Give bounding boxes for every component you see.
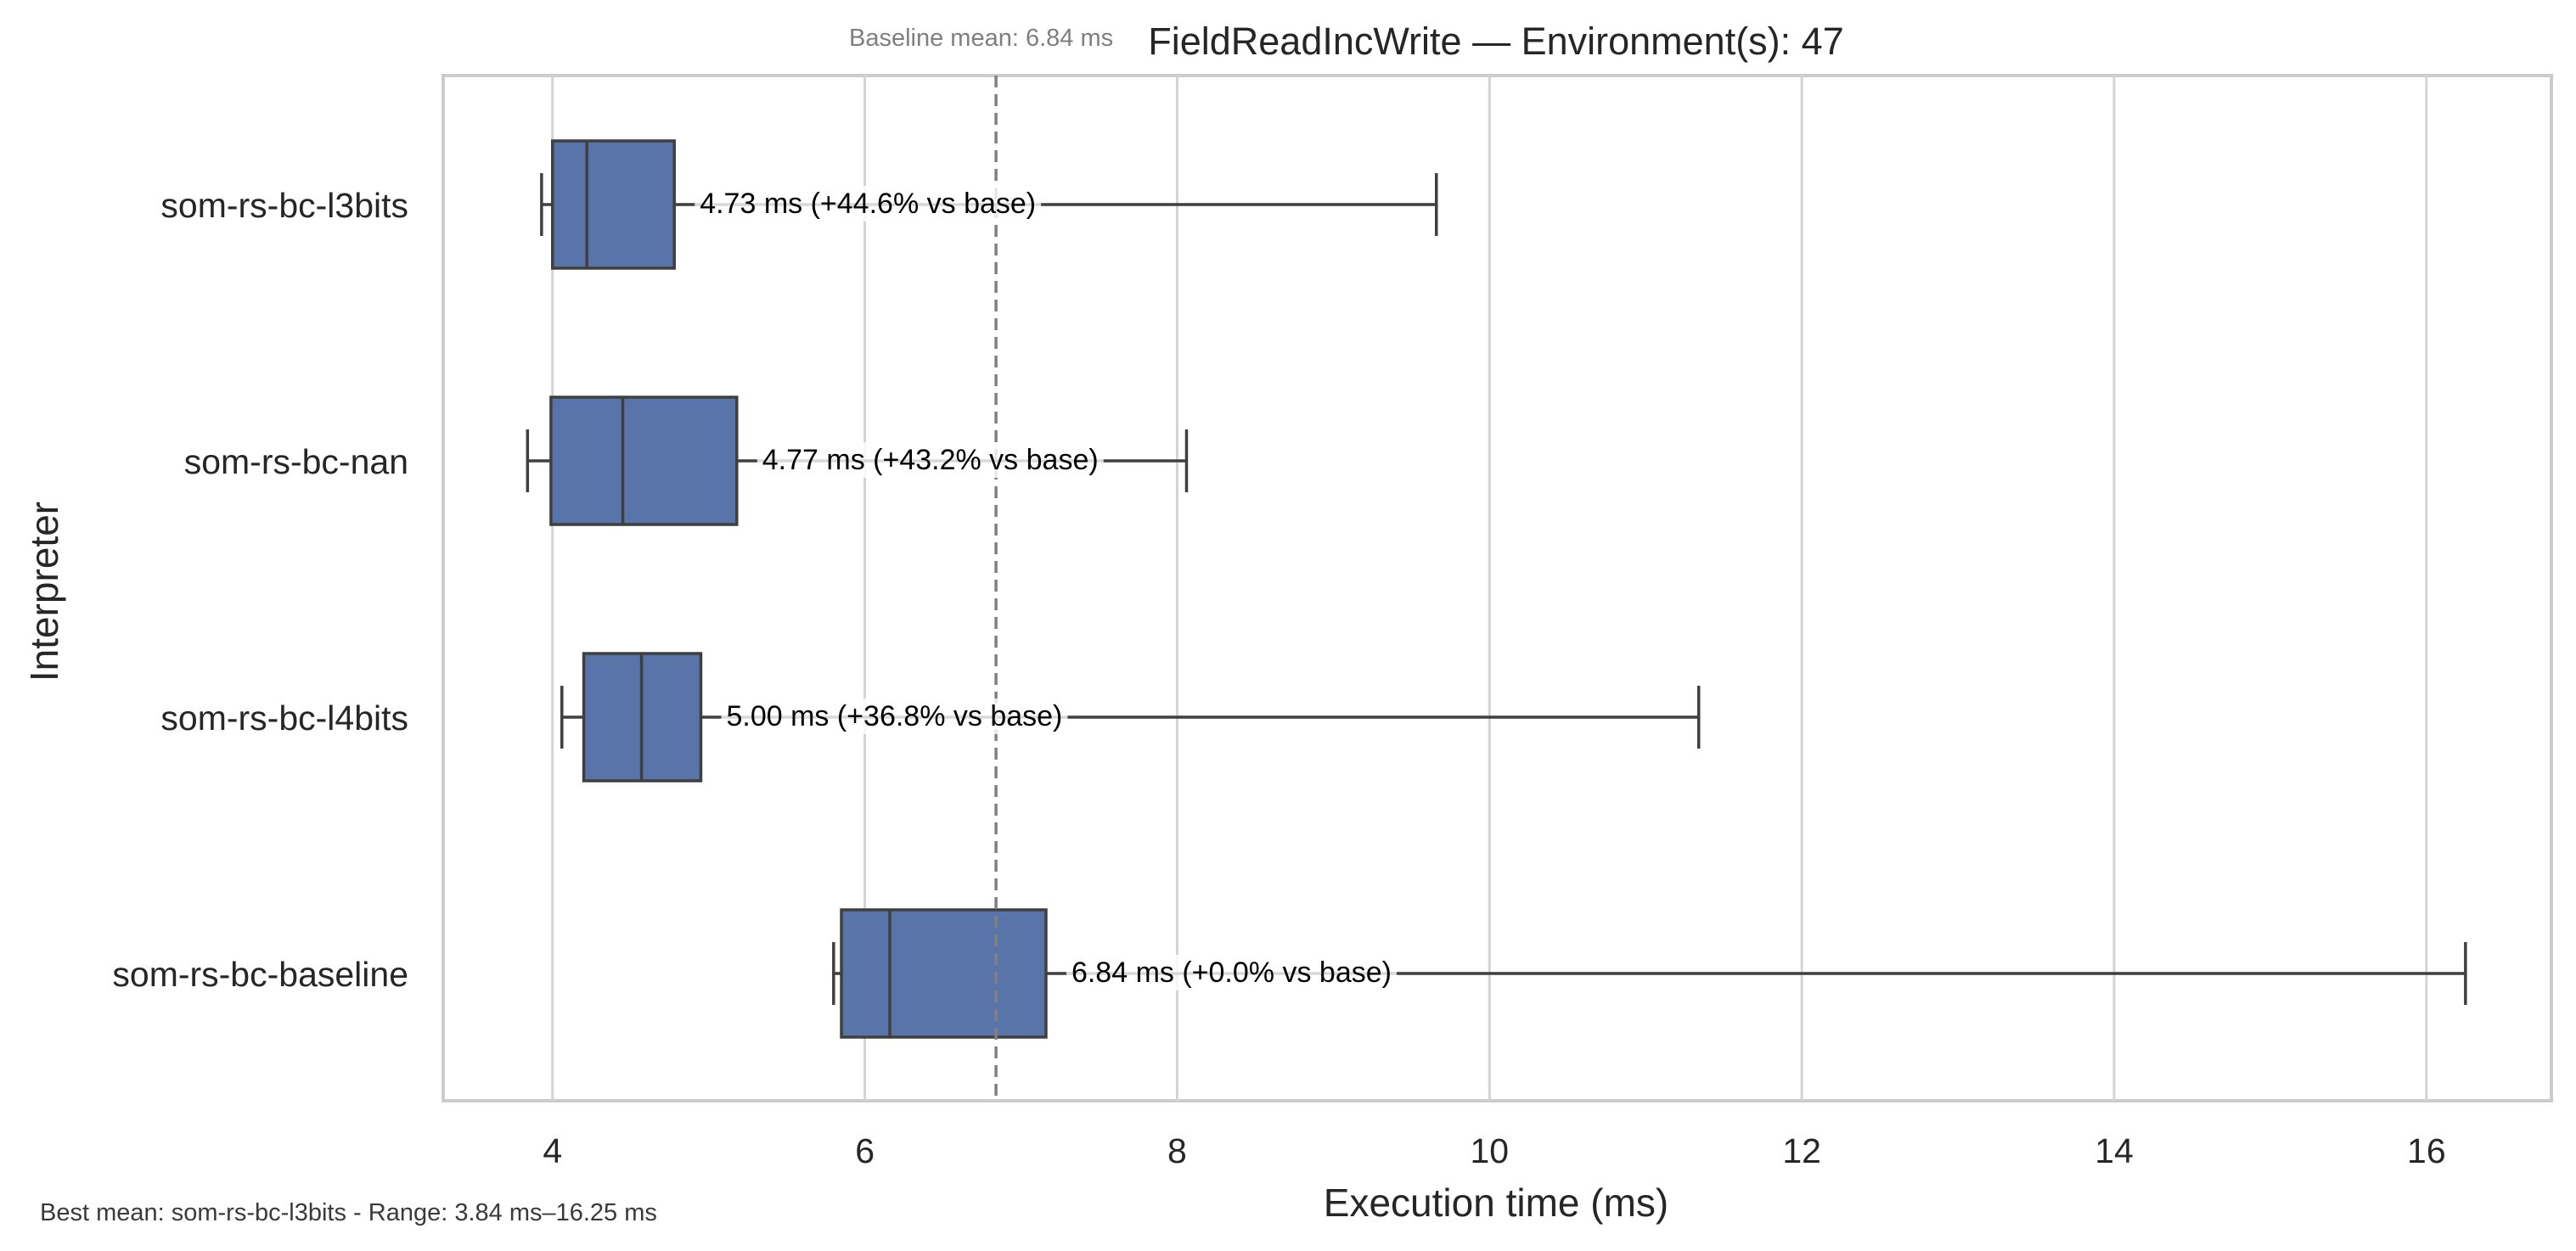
x-tick-label: 10 <box>1470 1131 1509 1170</box>
baseline-mean-note: Baseline mean: 6.84 ms <box>849 25 1113 52</box>
box-group <box>540 139 1438 270</box>
data-label: 4.73 ms (+44.6% vs base) <box>700 188 1036 220</box>
iqr-box <box>549 395 739 526</box>
x-tick-label: 4 <box>543 1131 562 1170</box>
category-label: som-rs-bc-l4bits <box>160 698 408 738</box>
iqr-box <box>840 908 1048 1039</box>
data-label-background <box>695 186 1042 222</box>
data-label-background <box>721 698 1068 734</box>
best-mean-footer: Best mean: som-rs-bc-l3bits - Range: 3.8… <box>40 1199 657 1226</box>
box-group <box>832 908 2467 1039</box>
iqr-box <box>550 139 676 270</box>
x-tick-label: 14 <box>2095 1131 2134 1170</box>
plot-area-frame <box>442 74 2553 1102</box>
data-label: 5.00 ms (+36.8% vs base) <box>726 700 1062 732</box>
data-label-group: 4.73 ms (+44.6% vs base) <box>695 186 1042 222</box>
tick-layer: 4 6 8 10 12 14 16 <box>543 1131 2445 1170</box>
data-label-background <box>1066 955 1397 990</box>
x-axis-title: Execution time (ms) <box>1324 1181 1668 1225</box>
x-tick-label: 8 <box>1167 1131 1187 1170</box>
chart-title: FieldReadIncWrite — Environment(s): 47 <box>1148 20 1843 63</box>
category-label: som-rs-bc-baseline <box>112 955 408 994</box>
data-label-group: 5.00 ms (+36.8% vs base) <box>721 698 1068 734</box>
y-axis-title: Interpreter <box>22 502 66 682</box>
data-label: 4.77 ms (+43.2% vs base) <box>762 444 1099 476</box>
x-tick-label: 16 <box>2407 1131 2446 1170</box>
data-label-background <box>756 442 1104 478</box>
data-label-group: 4.77 ms (+43.2% vs base) <box>756 442 1104 478</box>
data-label: 6.84 ms (+0.0% vs base) <box>1071 956 1392 989</box>
x-tick-label: 12 <box>1782 1131 1821 1170</box>
category-labels: som-rs-bc-l3bits som-rs-bc-nan som-rs-bc-l… <box>112 186 408 994</box>
x-tick-label: 6 <box>855 1131 875 1170</box>
data-label-group: 6.84 ms (+0.0% vs base) <box>1066 955 1397 990</box>
category-label: som-rs-bc-nan <box>184 442 408 481</box>
category-label: som-rs-bc-l3bits <box>160 186 408 225</box>
grid-layer <box>551 76 2428 1101</box>
box-layer: 4.73 ms (+44.6% vs base) 4.77 ms (+43.2% … <box>526 76 2467 1101</box>
